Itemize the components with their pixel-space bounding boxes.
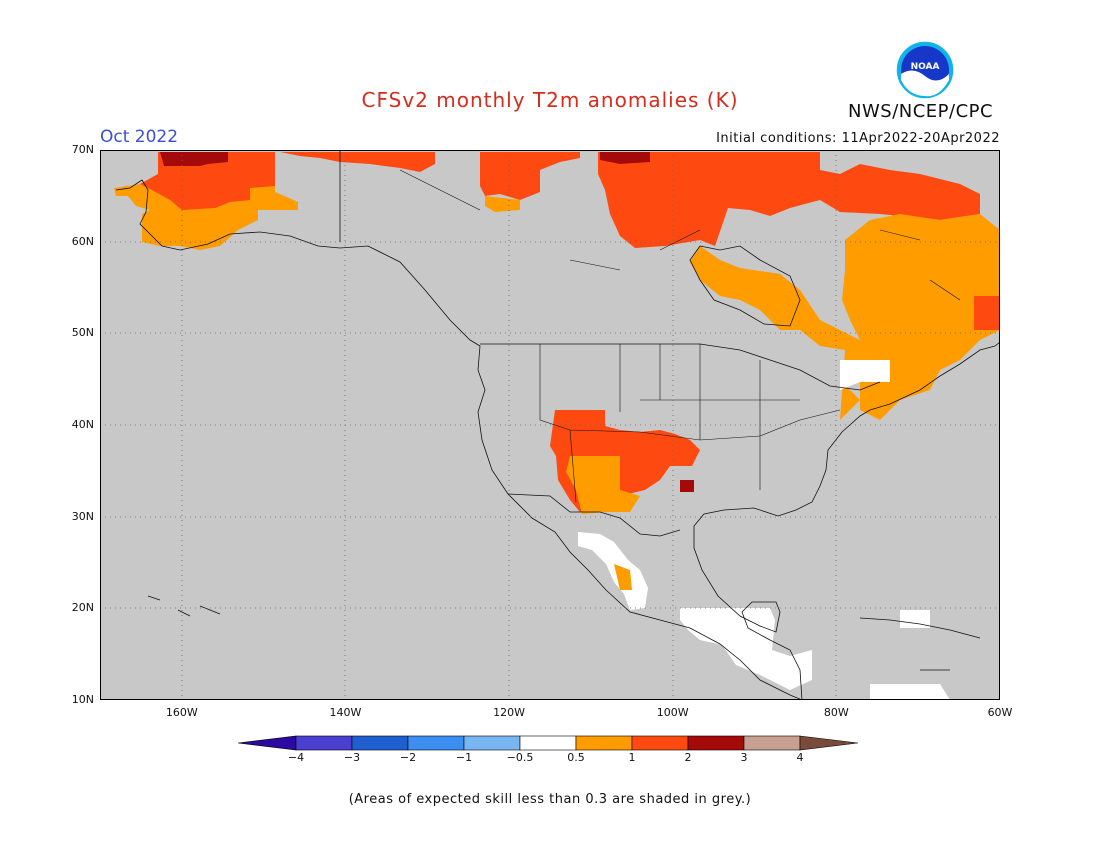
colorbar-tick-label: 3 bbox=[740, 751, 748, 764]
lat-tick-label: 60N bbox=[71, 234, 94, 248]
hawaii-coastline bbox=[147, 595, 221, 617]
graticule bbox=[100, 150, 1000, 700]
anomaly-region-quebec-south bbox=[690, 246, 860, 420]
anomaly-region-mexico-moderate bbox=[614, 564, 632, 590]
pacific-coastline bbox=[115, 179, 803, 700]
anomaly-region-southwest-moderate bbox=[566, 456, 640, 514]
us-canada-border bbox=[480, 343, 881, 391]
colorbar-tick-label: 1 bbox=[628, 751, 636, 764]
map-title: CFSv2 monthly T2m anomalies (K) bbox=[361, 88, 739, 112]
lat-tick-label: 70N bbox=[71, 143, 94, 156]
anomaly-region-arctic-central bbox=[480, 152, 580, 200]
anomaly-region-south-america-white bbox=[870, 684, 950, 700]
lat-tick-label: 20N bbox=[71, 601, 94, 615]
hudson-bay-coastline bbox=[689, 245, 801, 327]
us-mexico-border bbox=[507, 493, 681, 537]
colorbar-bin bbox=[295, 735, 353, 751]
colorbar-tick-label: 4 bbox=[796, 751, 804, 764]
lat-tick-label: 50N bbox=[71, 326, 94, 340]
anomaly-region-arctic-central-moderate bbox=[485, 196, 520, 212]
skill-footnote: (Areas of expected skill less than 0.3 a… bbox=[348, 792, 752, 807]
forecast-map bbox=[100, 150, 1000, 700]
anomaly-region-central-america-white bbox=[680, 608, 812, 690]
colorbar-bin bbox=[407, 735, 465, 751]
anomaly-region-hudson-warm bbox=[598, 152, 980, 248]
gulf-atlantic-coastline bbox=[693, 341, 1000, 700]
lon-tick-label: 60W bbox=[987, 706, 1013, 719]
lat-tick-label: 10N bbox=[71, 693, 94, 706]
anomaly-region-alaska-warm bbox=[140, 152, 275, 210]
anomaly-region-mexico-white bbox=[578, 532, 648, 610]
colorbar-bin bbox=[519, 735, 577, 751]
anomaly-region-caribbean-white bbox=[900, 610, 930, 628]
initial-conditions: Initial conditions: 11Apr2022-20Apr2022 bbox=[716, 131, 1000, 146]
lon-tick-label: 120W bbox=[493, 706, 526, 719]
colorbar-tick-label: −2 bbox=[399, 751, 417, 764]
colorbar-bin bbox=[463, 735, 521, 751]
colorbar-bin bbox=[575, 735, 633, 751]
colorbar-bin bbox=[743, 735, 801, 751]
colorbar-tick-label: −0.5 bbox=[506, 751, 534, 764]
colorbar-bin bbox=[351, 735, 409, 751]
arctic-islands-coastline bbox=[399, 169, 961, 301]
colorbar-tick-label: 2 bbox=[684, 751, 692, 764]
lat-tick-label: 40N bbox=[71, 418, 94, 431]
coastlines bbox=[115, 150, 1000, 700]
lon-tick-label: 140W bbox=[329, 706, 362, 719]
colorbar-tick-label: −1 bbox=[455, 751, 473, 764]
colorbar-tick-label: −4 bbox=[287, 751, 305, 764]
caribbean-coastline bbox=[859, 617, 981, 671]
anomaly-shading bbox=[114, 152, 1000, 700]
anomaly-region-labrador-warm bbox=[974, 296, 1000, 330]
forecast-month: Oct 2022 bbox=[100, 127, 179, 147]
colorbar-bin bbox=[631, 735, 689, 751]
colorbar-tick-label: −3 bbox=[343, 751, 361, 764]
colorbar bbox=[238, 735, 859, 751]
colorbar-arrow-high bbox=[799, 735, 859, 751]
anomaly-region-texas-hot bbox=[680, 480, 694, 492]
anomaly-region-quebec-white bbox=[840, 360, 890, 390]
lat-tick-label: 30N bbox=[71, 509, 94, 523]
agency-label: NWS/NCEP/CPC bbox=[848, 101, 994, 122]
colorbar-tick-label: 0.5 bbox=[567, 751, 585, 764]
lon-tick-label: 80W bbox=[823, 706, 849, 719]
noaa-logo-icon: NOAA bbox=[895, 40, 955, 100]
colorbar-bin bbox=[687, 735, 745, 751]
anomaly-region-arctic-hot bbox=[600, 152, 650, 164]
logo-text: NOAA bbox=[911, 62, 940, 72]
lon-tick-label: 160W bbox=[165, 706, 198, 719]
colorbar-arrow-low bbox=[238, 735, 297, 751]
lon-tick-label: 100W bbox=[656, 706, 689, 719]
anomaly-region-arctic-west bbox=[280, 152, 435, 172]
anomaly-region-alaska-hot bbox=[160, 152, 228, 166]
